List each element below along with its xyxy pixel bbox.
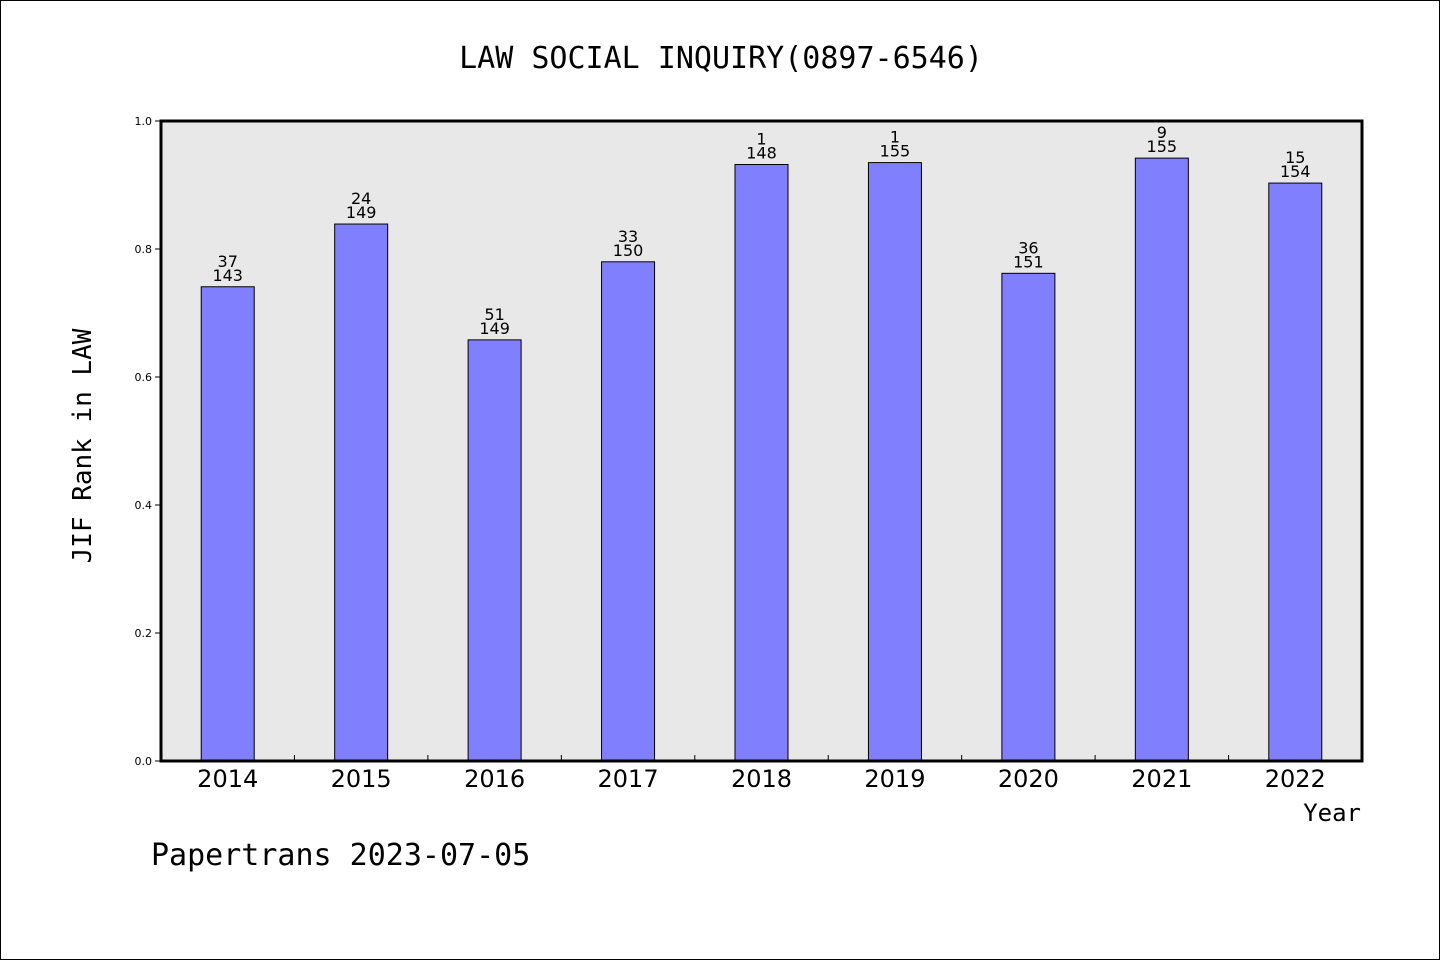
- y-tick-label: 0.2: [135, 627, 153, 640]
- y-tick-label: 1.0: [135, 115, 153, 128]
- bar: [1001, 272, 1056, 762]
- bar: [200, 286, 255, 762]
- bar-rank-label: 1: [890, 128, 900, 147]
- plot-border: [159, 119, 1364, 763]
- x-tick-label: 2020: [998, 765, 1059, 793]
- bar: [467, 339, 522, 762]
- bar-total-label: 149: [479, 319, 510, 338]
- y-tick-label: 0.8: [135, 243, 153, 256]
- bar-total-label: 154: [1280, 162, 1311, 181]
- bars-group: 3714324149511493315011481155361519155151…: [200, 123, 1323, 762]
- bar-rank-label: 51: [484, 305, 504, 324]
- bar-rank-label: 37: [218, 252, 238, 271]
- bar: [1134, 157, 1189, 762]
- bar-rank-label: 24: [351, 189, 371, 208]
- y-tick-label: 0.4: [135, 499, 153, 512]
- bar-total-label: 149: [346, 203, 377, 222]
- x-tick-label: 2014: [197, 765, 258, 793]
- bar-rank-label: 9: [1157, 123, 1167, 142]
- x-tick-label: 2022: [1265, 765, 1326, 793]
- y-axis-label: JIF Rank in LAW: [68, 328, 98, 563]
- x-tick-label: 2018: [731, 765, 792, 793]
- bar: [734, 164, 789, 762]
- y-tick-label: 0.0: [135, 755, 153, 768]
- bar-rank-label: 1: [756, 130, 766, 149]
- x-axis-label: Year: [1303, 799, 1361, 827]
- x-axis-ticks: 2014 2015 2016 2017 2018 2019 2020 2021 2022: [197, 755, 1326, 793]
- bar-total-label: 155: [880, 142, 911, 161]
- x-tick-label: 2019: [864, 765, 925, 793]
- bar-total-label: 155: [1147, 137, 1178, 156]
- x-tick-label: 2021: [1131, 765, 1192, 793]
- bar-total-label: 150: [613, 241, 644, 260]
- bar: [334, 223, 389, 762]
- bar: [1268, 182, 1323, 762]
- x-tick-label: 2017: [598, 765, 659, 793]
- bar-rank-label: 15: [1285, 148, 1305, 167]
- bar-total-label: 148: [746, 144, 777, 163]
- footer-text: Papertrans 2023-07-05: [151, 838, 530, 873]
- chart-title: LAW SOCIAL INQUIRY(0897-6546): [459, 41, 983, 76]
- bar: [601, 261, 656, 762]
- bar-rank-label: 36: [1018, 238, 1038, 257]
- x-tick-label: 2015: [331, 765, 392, 793]
- x-tick-label: 2016: [464, 765, 525, 793]
- y-tick-label: 0.6: [135, 371, 153, 384]
- bar: [867, 162, 922, 762]
- bar-total-label: 151: [1013, 252, 1044, 271]
- bar-total-label: 143: [212, 266, 243, 285]
- bar-rank-label: 33: [618, 227, 638, 246]
- y-axis-ticks: 0.0 0.2 0.4 0.6 0.8 1.0: [135, 115, 161, 768]
